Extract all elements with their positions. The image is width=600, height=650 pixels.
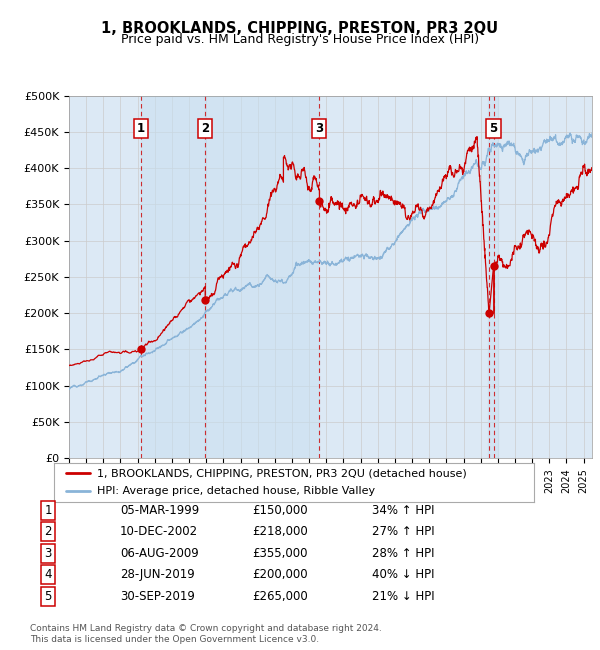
Text: 40% ↓ HPI: 40% ↓ HPI <box>372 568 434 581</box>
Text: 5: 5 <box>44 590 52 603</box>
Text: 1, BROOKLANDS, CHIPPING, PRESTON, PR3 2QU: 1, BROOKLANDS, CHIPPING, PRESTON, PR3 2Q… <box>101 21 499 36</box>
Text: 21% ↓ HPI: 21% ↓ HPI <box>372 590 434 603</box>
Text: 1: 1 <box>137 122 145 135</box>
Text: 2: 2 <box>201 122 209 135</box>
Bar <box>488 96 498 458</box>
Text: Contains HM Land Registry data © Crown copyright and database right 2024.
This d: Contains HM Land Registry data © Crown c… <box>30 624 382 644</box>
Bar <box>205 96 319 458</box>
Bar <box>141 96 205 458</box>
Text: 1, BROOKLANDS, CHIPPING, PRESTON, PR3 2QU (detached house): 1, BROOKLANDS, CHIPPING, PRESTON, PR3 2Q… <box>97 469 467 478</box>
Text: £265,000: £265,000 <box>252 590 308 603</box>
Text: £150,000: £150,000 <box>252 504 308 517</box>
Text: HPI: Average price, detached house, Ribble Valley: HPI: Average price, detached house, Ribb… <box>97 486 376 496</box>
Text: 28-JUN-2019: 28-JUN-2019 <box>120 568 195 581</box>
Text: 1: 1 <box>44 504 52 517</box>
Text: 10-DEC-2002: 10-DEC-2002 <box>120 525 198 538</box>
Text: £218,000: £218,000 <box>252 525 308 538</box>
Text: 06-AUG-2009: 06-AUG-2009 <box>120 547 199 560</box>
Text: 05-MAR-1999: 05-MAR-1999 <box>120 504 199 517</box>
Text: £355,000: £355,000 <box>252 547 308 560</box>
Text: 2: 2 <box>44 525 52 538</box>
Text: 30-SEP-2019: 30-SEP-2019 <box>120 590 195 603</box>
Text: £200,000: £200,000 <box>252 568 308 581</box>
Text: 4: 4 <box>44 568 52 581</box>
Text: 3: 3 <box>44 547 52 560</box>
Text: 3: 3 <box>316 122 323 135</box>
Text: 34% ↑ HPI: 34% ↑ HPI <box>372 504 434 517</box>
Text: 27% ↑ HPI: 27% ↑ HPI <box>372 525 434 538</box>
Text: 28% ↑ HPI: 28% ↑ HPI <box>372 547 434 560</box>
Text: 5: 5 <box>490 122 497 135</box>
Text: Price paid vs. HM Land Registry's House Price Index (HPI): Price paid vs. HM Land Registry's House … <box>121 32 479 46</box>
